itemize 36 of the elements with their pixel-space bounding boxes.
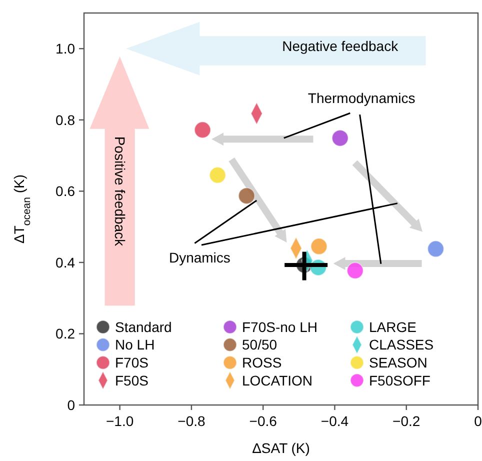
legend-label: SEASON [369, 354, 428, 370]
legend-label: Standard [115, 318, 172, 335]
point [209, 166, 226, 184]
y-tick-label: 1.0 [56, 40, 76, 57]
x-tick-label: −0.2 [392, 413, 420, 429]
y-tick-label: 0.8 [56, 112, 76, 128]
point [346, 262, 364, 280]
annotation: Thermodynamics [308, 90, 416, 106]
x-tick-label: −1.0 [106, 413, 134, 429]
annotation: Negative feedback [282, 38, 400, 54]
y-tick-label: 0.4 [56, 254, 76, 270]
x-tick-label: −0.6 [249, 413, 278, 429]
legend-label: F50S [115, 372, 148, 388]
y-tick-label: 0 [67, 396, 76, 413]
y-tick-label: 0.6 [56, 183, 76, 200]
x-tick-label: −0.4 [320, 413, 349, 429]
legend-label: CLASSES [369, 336, 434, 353]
point [238, 187, 256, 204]
point [194, 121, 212, 138]
legend-label: F50SOFF [369, 372, 430, 388]
x-axis-title: ΔSAT (K) [252, 440, 310, 456]
point [310, 238, 328, 255]
legend-label: F70S-no LH [242, 318, 318, 335]
legend-label: LOCATION [242, 372, 313, 388]
annotation: Dynamics [168, 249, 230, 266]
x-tick-label: −0.8 [178, 413, 206, 429]
annotation: Positive feedback [112, 136, 128, 248]
legend-label: LARGE [369, 318, 416, 335]
y-tick-label: 0.2 [56, 326, 76, 342]
x-tick-label: 0 [474, 413, 482, 429]
legend-label: F70S [115, 354, 148, 370]
legend-label: 50/50 [242, 336, 278, 353]
point [427, 240, 444, 258]
legend-label: No LH [115, 336, 155, 353]
legend-label: ROSS [242, 354, 282, 370]
point [332, 130, 349, 147]
